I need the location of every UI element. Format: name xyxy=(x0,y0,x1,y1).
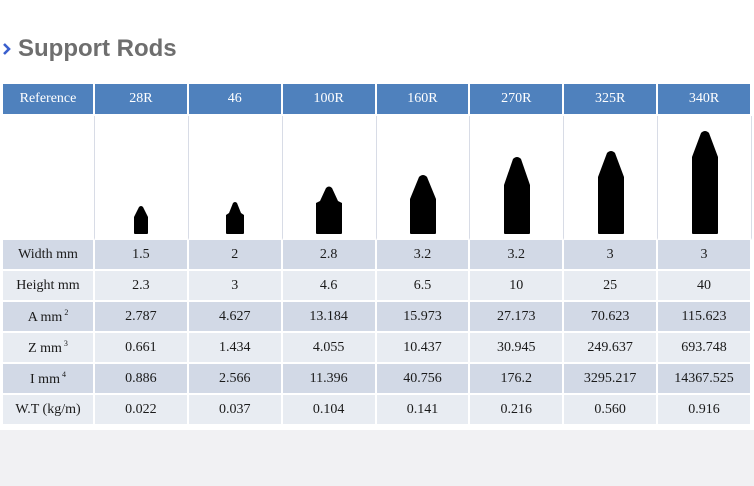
rod-profile-46-image xyxy=(226,202,245,234)
table-cell: 27.173 xyxy=(470,302,565,333)
row-label: Z mm 3 xyxy=(3,333,95,364)
table-cell: 10 xyxy=(470,271,565,302)
table-cell: 6.5 xyxy=(376,271,471,302)
table-row: W.T (kg/m) 0.022 0.037 0.104 0.141 0.216 0.560… xyxy=(3,395,752,426)
table-cell: 0.560 xyxy=(564,395,659,426)
table-cell: 1.5 xyxy=(95,240,189,271)
rod-profile-100r-image xyxy=(316,186,343,234)
table-cell: 249.637 xyxy=(564,333,659,364)
col-header-340r: 340R xyxy=(658,84,752,116)
table-cell: 40 xyxy=(658,271,752,302)
row-label: I mm 4 xyxy=(3,364,95,395)
table-cell: 693.748 xyxy=(658,333,752,364)
row-label-exponent: 4 xyxy=(61,369,66,379)
table-cell: 3295.217 xyxy=(564,364,659,395)
row-label-text: A mm xyxy=(27,309,63,325)
rod-profile-340r-image xyxy=(691,131,718,234)
table-cell: 2.566 xyxy=(188,364,283,395)
table-cell: 1.434 xyxy=(188,333,283,364)
support-rods-table: Reference 28R 46 100R 160R 270R 325R 340… xyxy=(3,84,752,426)
table-cell: 14367.525 xyxy=(658,364,752,395)
table-row: Height mm 2.3 3 4.6 6.5 10 25 40 xyxy=(3,271,752,302)
table-cell: 2.3 xyxy=(95,271,189,302)
table-cell: 176.2 xyxy=(470,364,565,395)
profile-cell xyxy=(282,116,377,240)
row-label-text: Width mm xyxy=(18,246,78,262)
table-cell: 3 xyxy=(564,240,659,271)
row-label-text: Z mm xyxy=(28,340,62,356)
rod-profile-28r-image xyxy=(134,206,149,234)
row-label-text: Height mm xyxy=(16,277,80,293)
profile-cell xyxy=(470,116,565,240)
table-header-row: Reference 28R 46 100R 160R 270R 325R 340… xyxy=(3,84,752,116)
table-row: I mm 4 0.886 2.566 11.396 40.756 176.2 3295.217… xyxy=(3,364,752,395)
table-row: Width mm 1.5 2 2.8 3.2 3.2 3 3 xyxy=(3,240,752,271)
table-cell: 70.623 xyxy=(564,302,659,333)
col-header-100r: 100R xyxy=(282,84,377,116)
table-cell: 0.104 xyxy=(282,395,377,426)
table-cell: 0.886 xyxy=(95,364,189,395)
row-label-exponent: 2 xyxy=(64,307,69,317)
row-label: Height mm xyxy=(3,271,95,302)
table-cell: 3 xyxy=(188,271,283,302)
chevron-right-icon xyxy=(2,39,16,59)
table-cell: 0.661 xyxy=(95,333,189,364)
row-label-text: I mm xyxy=(30,371,60,387)
table-cell: 0.022 xyxy=(95,395,189,426)
table-cell: 11.396 xyxy=(282,364,377,395)
table-cell: 40.756 xyxy=(376,364,471,395)
row-label-exponent: 3 xyxy=(63,338,68,348)
row-label: Width mm xyxy=(3,240,95,271)
col-header-325r: 325R xyxy=(564,84,659,116)
col-header-reference: Reference xyxy=(3,84,95,116)
table-cell: 0.037 xyxy=(188,395,283,426)
row-label-text: W.T (kg/m) xyxy=(15,401,81,417)
table-cell: 10.437 xyxy=(376,333,471,364)
table-cell: 30.945 xyxy=(470,333,565,364)
profile-cell xyxy=(376,116,471,240)
table-cell: 2.787 xyxy=(95,302,189,333)
table-cell: 3.2 xyxy=(470,240,565,271)
profile-image-row xyxy=(3,116,752,240)
table-cell: 2.8 xyxy=(282,240,377,271)
table-cell: 4.627 xyxy=(188,302,283,333)
footer-band xyxy=(0,430,754,486)
table-cell: 0.216 xyxy=(470,395,565,426)
profile-image-empty-cell xyxy=(3,116,95,240)
table-cell: 115.623 xyxy=(658,302,752,333)
table-cell: 25 xyxy=(564,271,659,302)
table-cell: 2 xyxy=(188,240,283,271)
table-cell: 4.6 xyxy=(282,271,377,302)
col-header-46: 46 xyxy=(188,84,283,116)
section-heading: Support Rods xyxy=(2,32,177,66)
row-label: W.T (kg/m) xyxy=(3,395,95,426)
table-cell: 0.141 xyxy=(376,395,471,426)
table-cell: 3.2 xyxy=(376,240,471,271)
rod-profile-325r-image xyxy=(597,151,624,234)
rod-profile-160r-image xyxy=(409,175,436,234)
table-cell: 0.916 xyxy=(658,395,752,426)
profile-cell xyxy=(658,116,752,240)
profile-cell xyxy=(564,116,659,240)
col-header-28r: 28R xyxy=(95,84,189,116)
table-row: A mm 2 2.787 4.627 13.184 15.973 27.173 70.623 1… xyxy=(3,302,752,333)
col-header-270r: 270R xyxy=(470,84,565,116)
profile-cell xyxy=(95,116,189,240)
table-cell: 4.055 xyxy=(282,333,377,364)
row-label: A mm 2 xyxy=(3,302,95,333)
page-title: Support Rods xyxy=(18,35,177,62)
profile-cell xyxy=(188,116,283,240)
table-cell: 3 xyxy=(658,240,752,271)
table-cell: 15.973 xyxy=(376,302,471,333)
col-header-160r: 160R xyxy=(376,84,471,116)
rod-profile-270r-image xyxy=(503,157,530,234)
table-row: Z mm 3 0.661 1.434 4.055 10.437 30.945 249.637 6… xyxy=(3,333,752,364)
table-cell: 13.184 xyxy=(282,302,377,333)
